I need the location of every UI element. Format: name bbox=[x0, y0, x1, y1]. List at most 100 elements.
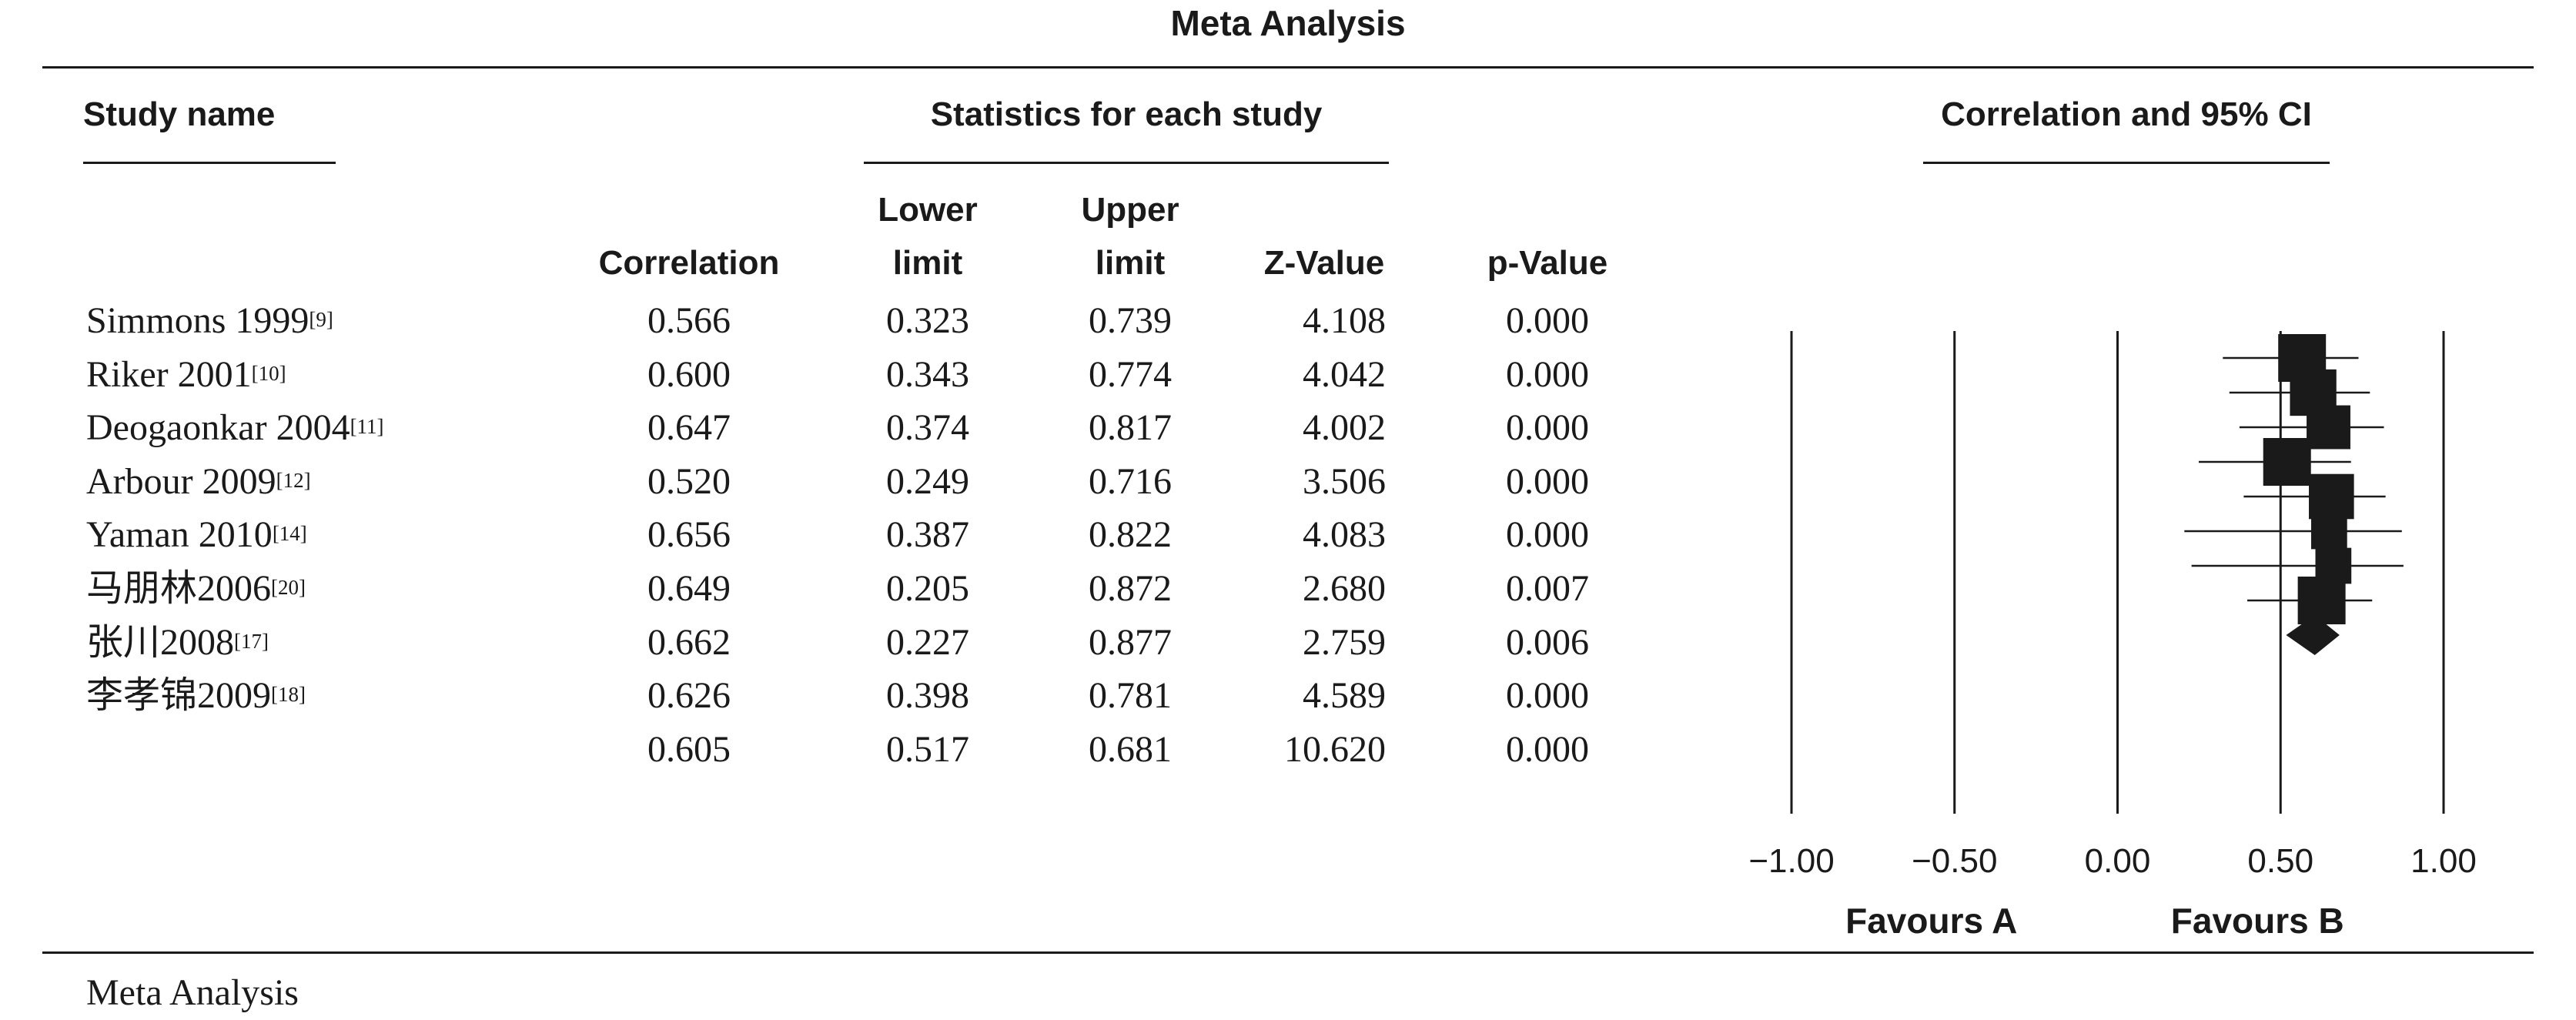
cell-lower-limit: 0.205 bbox=[886, 568, 969, 609]
study-point bbox=[2297, 577, 2346, 624]
study-name-text: 马朋林2006 bbox=[86, 568, 272, 609]
header-lower-line2: limit bbox=[892, 244, 963, 282]
statistics-underline bbox=[864, 162, 1389, 164]
study-name-text: Yaman 2010 bbox=[86, 514, 273, 555]
study-name: Simmons 1999[9] bbox=[86, 294, 333, 348]
study-name-text: Arbour 2009 bbox=[86, 461, 276, 502]
cell-upper-limit: 0.872 bbox=[1089, 568, 1172, 609]
x-tick-label: 0.00 bbox=[2085, 842, 2151, 880]
header-plot: Correlation and 95% CI bbox=[1941, 95, 2312, 133]
cell-z-value: 4.108 bbox=[1303, 300, 1386, 341]
cell-z-value: 2.680 bbox=[1303, 568, 1386, 609]
top-rule bbox=[42, 66, 2534, 69]
cell-correlation: 0.566 bbox=[647, 300, 731, 341]
cell-upper-limit: 0.716 bbox=[1089, 461, 1172, 502]
cell-p-value: 0.000 bbox=[1506, 675, 1589, 716]
reference-number: [18] bbox=[271, 683, 306, 706]
figure-caption: Meta Analysis bbox=[86, 972, 299, 1013]
cell-upper-limit: 0.822 bbox=[1089, 514, 1172, 555]
reference-number: [11] bbox=[350, 415, 384, 438]
x-tick-label: 0.50 bbox=[2247, 842, 2313, 880]
header-z-value: Z-Value bbox=[1263, 244, 1385, 282]
reference-number: [17] bbox=[234, 630, 269, 653]
cell-lower-limit: 0.343 bbox=[886, 354, 969, 395]
cell-correlation: 0.626 bbox=[647, 675, 731, 716]
study-point bbox=[2307, 405, 2350, 450]
study-name-text: 张川2008 bbox=[86, 622, 235, 663]
cell-upper-limit: 0.817 bbox=[1089, 407, 1172, 448]
plot-underline bbox=[1923, 162, 2330, 164]
cell-lower-limit: 0.249 bbox=[886, 461, 969, 502]
study-name-underline bbox=[83, 162, 336, 164]
study-name: Deogaonkar 2004[11] bbox=[86, 401, 384, 455]
cell-z-value: 2.759 bbox=[1303, 622, 1386, 663]
reference-number: [20] bbox=[271, 576, 306, 599]
x-tick-label: −1.00 bbox=[1748, 842, 1834, 880]
cell-z-value: 4.589 bbox=[1303, 675, 1386, 716]
study-point bbox=[2263, 438, 2311, 486]
favours-b-label: Favours B bbox=[2171, 901, 2344, 941]
bottom-rule bbox=[42, 951, 2534, 954]
cell-p-value: 0.000 bbox=[1506, 729, 1589, 770]
cell-upper-limit: 0.877 bbox=[1089, 622, 1172, 663]
cell-correlation: 0.605 bbox=[647, 729, 731, 770]
study-name: 张川2008[17] bbox=[86, 616, 269, 670]
cell-correlation: 0.662 bbox=[647, 622, 731, 663]
cell-p-value: 0.000 bbox=[1506, 407, 1589, 448]
study-name-text: Simmons 1999 bbox=[86, 300, 309, 341]
cell-lower-limit: 0.517 bbox=[886, 729, 969, 770]
x-tick-label: 1.00 bbox=[2410, 842, 2477, 880]
forest-plot: −1.00 −0.50 0.00 0.50 1.00 Favours A Favours B bbox=[1748, 331, 2477, 941]
cell-correlation: 0.520 bbox=[647, 461, 731, 502]
cell-upper-limit: 0.774 bbox=[1089, 354, 1172, 395]
reference-number: [9] bbox=[309, 308, 333, 331]
cell-p-value: 0.000 bbox=[1506, 354, 1589, 395]
study-name: Arbour 2009[12] bbox=[86, 455, 311, 509]
study-point bbox=[2309, 473, 2354, 520]
cell-lower-limit: 0.374 bbox=[886, 407, 969, 448]
reference-number: [12] bbox=[276, 469, 311, 492]
cell-upper-limit: 0.781 bbox=[1089, 675, 1172, 716]
header-correlation: Correlation bbox=[598, 244, 780, 282]
header-lower-line1: Lower bbox=[878, 191, 978, 229]
cell-z-value: 10.620 bbox=[1284, 729, 1386, 770]
cell-upper-limit: 0.681 bbox=[1089, 729, 1172, 770]
header-upper-line2: limit bbox=[1095, 244, 1166, 282]
favours-a-label: Favours A bbox=[1845, 901, 2017, 941]
x-tick-label: −0.50 bbox=[1912, 842, 1997, 880]
cell-upper-limit: 0.739 bbox=[1089, 300, 1172, 341]
study-name-text: 李孝锦2009 bbox=[86, 675, 272, 716]
cell-lower-limit: 0.387 bbox=[886, 514, 969, 555]
study-name: 李孝锦2009[18] bbox=[86, 669, 306, 723]
cell-z-value: 4.002 bbox=[1303, 407, 1386, 448]
cell-correlation: 0.656 bbox=[647, 514, 731, 555]
cell-lower-limit: 0.398 bbox=[886, 675, 969, 716]
cell-p-value: 0.007 bbox=[1506, 568, 1589, 609]
cell-p-value: 0.000 bbox=[1506, 514, 1589, 555]
reference-number: [14] bbox=[272, 522, 307, 545]
cell-z-value: 4.042 bbox=[1303, 354, 1386, 395]
header-statistics: Statistics for each study bbox=[930, 95, 1323, 133]
cell-correlation: 0.647 bbox=[647, 407, 731, 448]
study-name: Riker 2001[10] bbox=[86, 348, 286, 402]
study-name: Yaman 2010[14] bbox=[86, 508, 307, 562]
study-name-text: Riker 2001 bbox=[86, 354, 252, 395]
header-p-value: p-Value bbox=[1487, 244, 1608, 282]
reference-number: [10] bbox=[251, 362, 286, 385]
cell-z-value: 4.083 bbox=[1303, 514, 1386, 555]
page-title: Meta Analysis bbox=[1170, 3, 1406, 43]
header-upper-line1: Upper bbox=[1081, 191, 1179, 229]
cell-correlation: 0.600 bbox=[647, 354, 731, 395]
cell-correlation: 0.649 bbox=[647, 568, 731, 609]
cell-z-value: 3.506 bbox=[1303, 461, 1386, 502]
summary-diamond bbox=[2286, 615, 2340, 655]
cell-lower-limit: 0.227 bbox=[886, 622, 969, 663]
header-study-name: Study name bbox=[83, 95, 276, 133]
cell-p-value: 0.000 bbox=[1506, 461, 1589, 502]
cell-p-value: 0.006 bbox=[1506, 622, 1589, 663]
study-name: 马朋林2006[20] bbox=[86, 562, 306, 616]
study-name-text: Deogaonkar 2004 bbox=[86, 407, 350, 448]
cell-lower-limit: 0.323 bbox=[886, 300, 969, 341]
study-point bbox=[2311, 513, 2347, 550]
cell-p-value: 0.000 bbox=[1506, 300, 1589, 341]
